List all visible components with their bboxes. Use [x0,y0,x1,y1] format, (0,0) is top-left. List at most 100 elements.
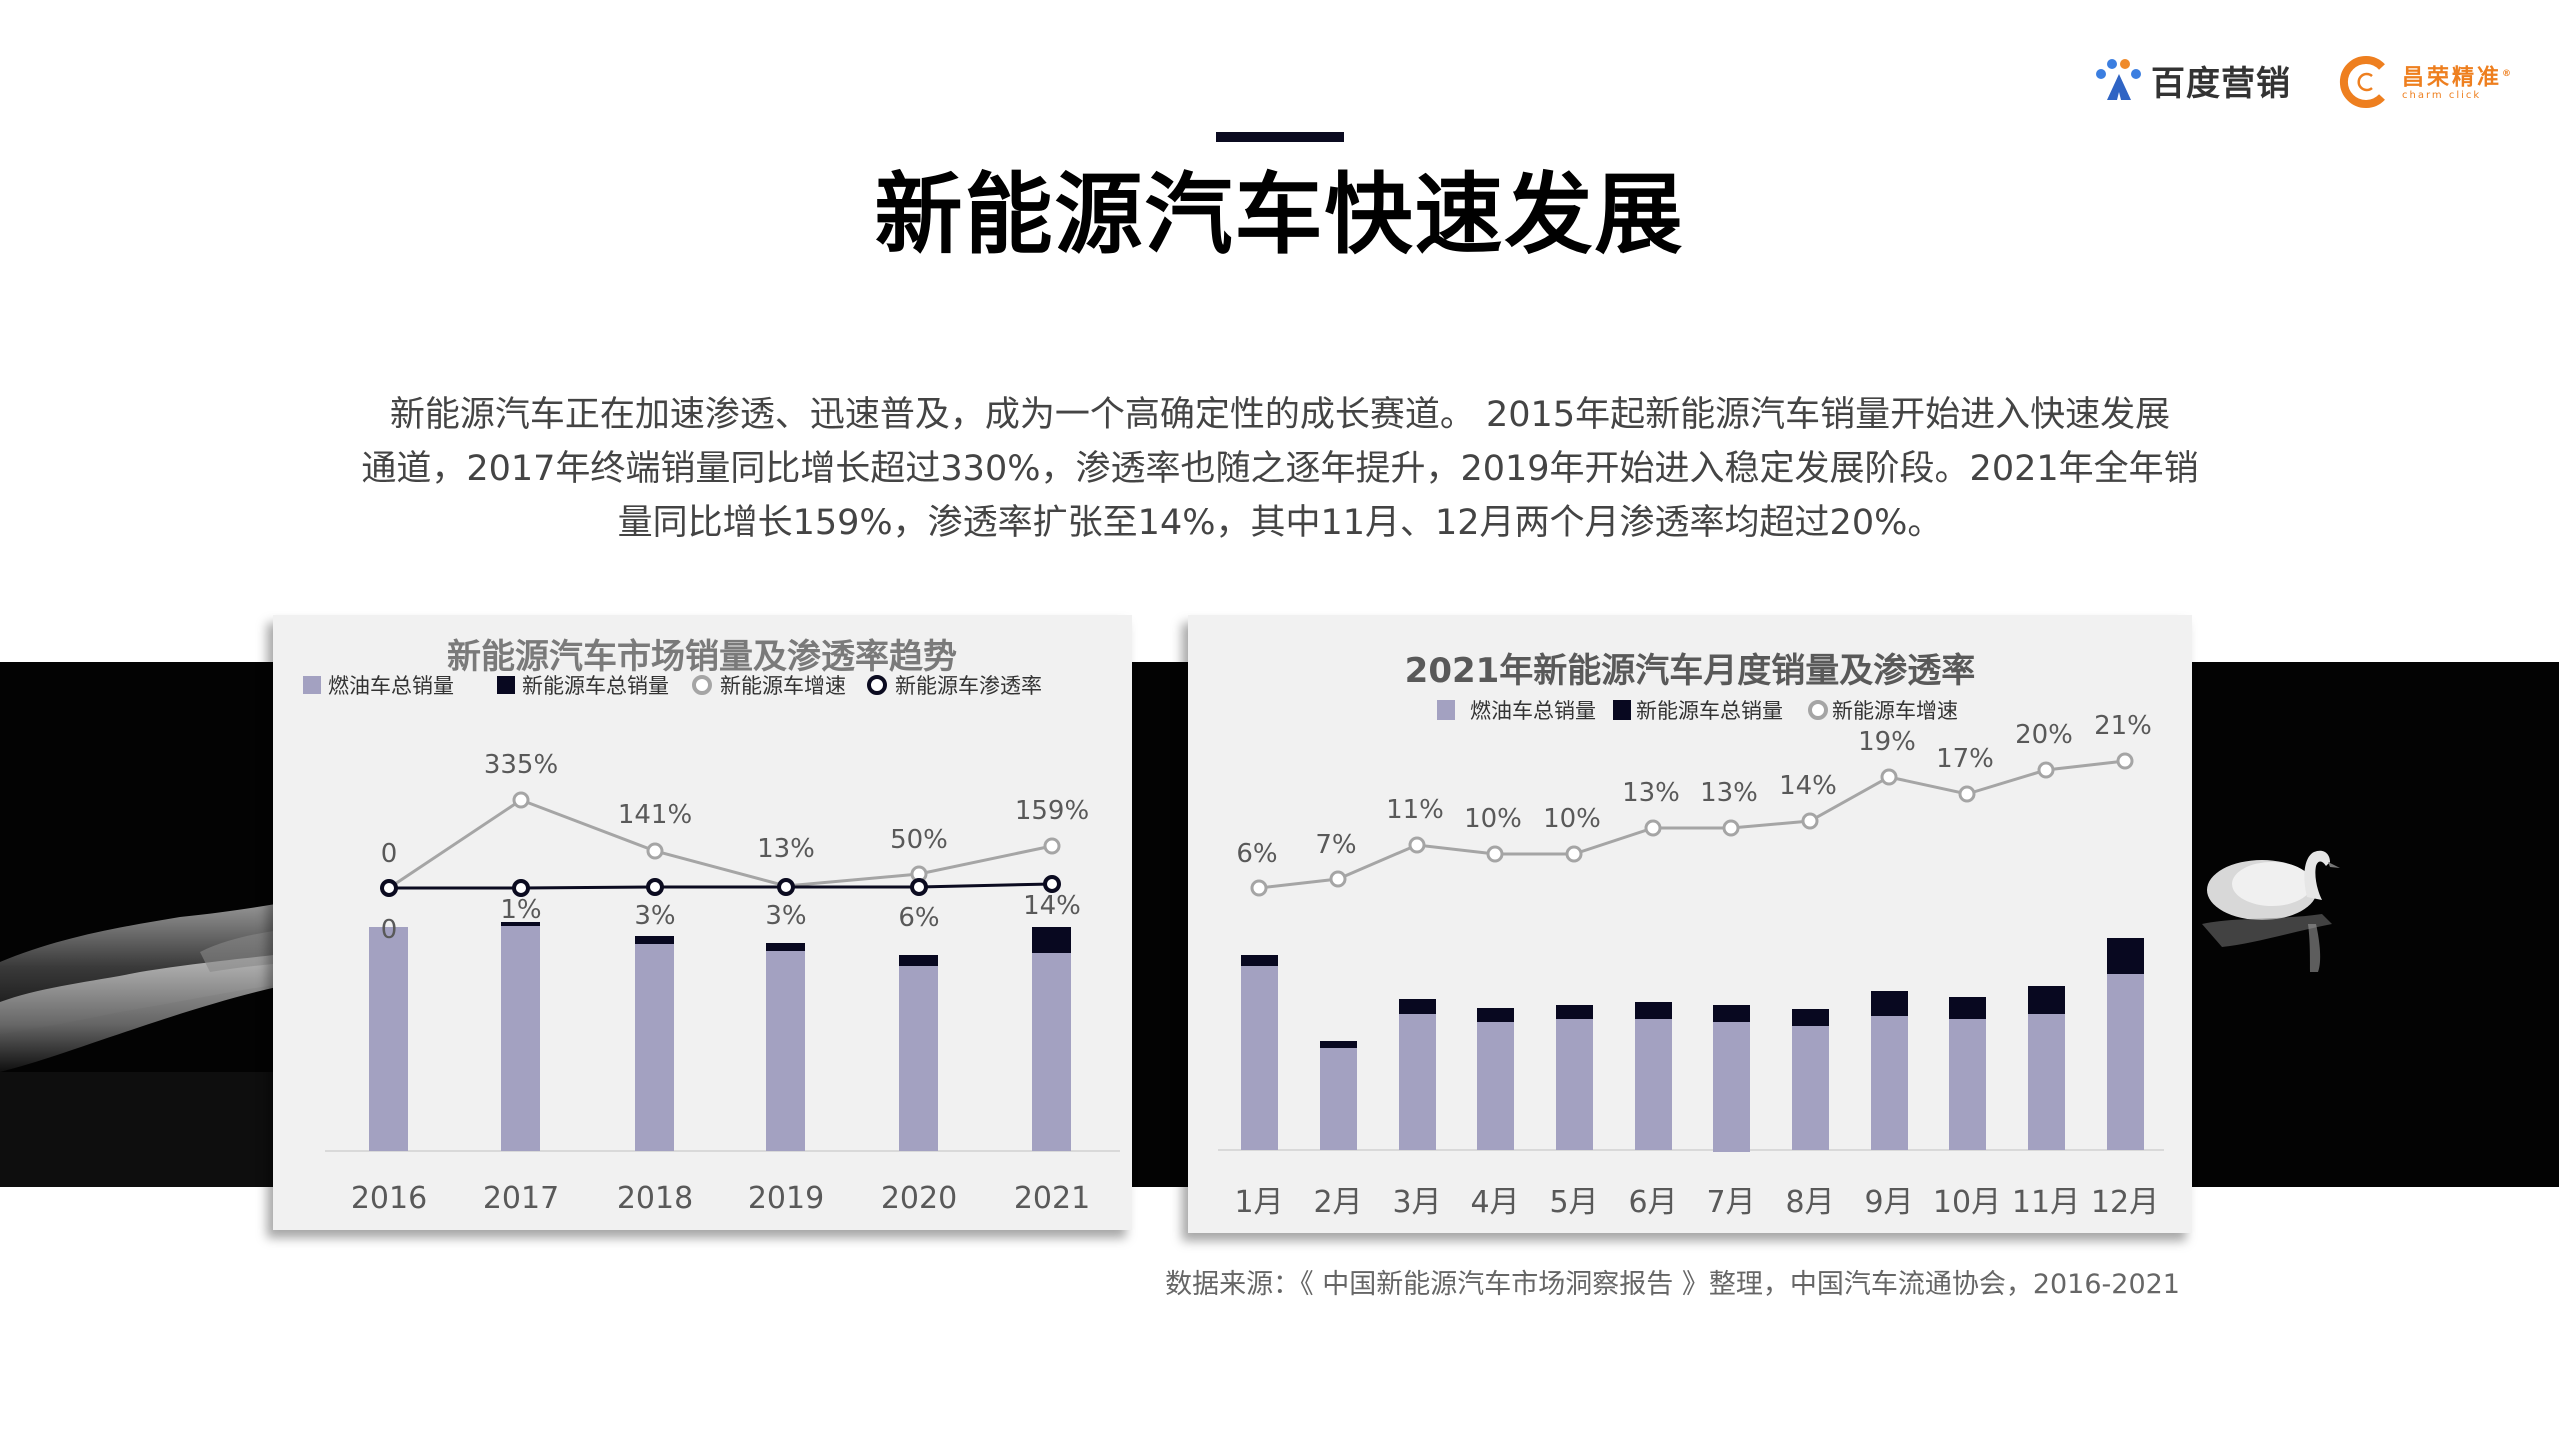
x-tick-label: 9月 [1864,1185,1913,1220]
x-tick-label: 4月 [1470,1185,1519,1220]
data-label: 14% [1023,891,1081,921]
penetration-line-series [380,875,1061,897]
bar-nev-2018 [635,936,674,944]
x-tick-label: 11月 [2012,1185,2080,1220]
growth-data-labels: 0 335% 141% 13% 50% 159% [381,750,1089,869]
page-title: 新能源汽车快速发展 [874,163,1685,266]
data-label: 20% [2015,720,2073,750]
growth-data-labels: 6% 7% 11% 10% 10% 13% 13% 14% 19% 17% 20… [1236,711,2152,869]
data-label: 6% [1236,839,1277,869]
rock-landscape-image [0,662,300,1187]
x-tick-label: 2016 [351,1181,427,1216]
x-axis-labels: 1月 2月 3月 4月 5月 6月 7月 8月 9月 10月 11月 12月 [1234,1185,2159,1220]
monthly-chart-card: 2021年新能源汽车月度销量及渗透率 燃油车总销量 新能源车总销量 新能源车增速 [1188,615,2192,1233]
bar-series [1241,938,2144,1152]
data-label: 7% [1315,830,1356,860]
legend-swatch-nev [1613,700,1631,720]
bar-nev-2019 [766,943,805,951]
legend-label: 燃油车总销量 [1470,699,1596,723]
bar-nev-2021 [1032,927,1071,953]
legend-label: 新能源车增速 [720,674,846,698]
data-label: 159% [1015,796,1089,826]
x-tick-label: 2018 [617,1181,693,1216]
charm-c-icon [2339,56,2385,108]
chart-legend: 燃油车总销量 新能源车总销量 新能源车增速 新能源车渗透率 [303,674,1042,698]
data-label: 11% [1386,795,1444,825]
annual-trend-chart-card: 新能源汽车市场销量及渗透率趋势 燃油车总销量 新能源车总销量 新能源车增速 新能… [273,615,1132,1230]
bar-fuel-2020 [899,966,938,1151]
data-label: 50% [890,825,948,855]
chart-legend: 燃油车总销量 新能源车总销量 新能源车增速 [1437,699,1958,723]
data-label: 13% [1700,778,1758,808]
bar-fuel-2021 [1032,953,1071,1151]
annual-trend-chart: 新能源汽车市场销量及渗透率趋势 燃油车总销量 新能源车总销量 新能源车增速 新能… [303,637,1120,1216]
data-label: 3% [765,901,806,931]
data-label: 14% [1779,771,1837,801]
baidu-logo-text: 百度营销 [2151,63,2291,104]
bar-series [369,922,1071,1151]
legend-swatch-fuel [303,676,321,694]
x-tick-label: 1月 [1234,1185,1283,1220]
x-tick-label: 2021 [1014,1181,1090,1216]
x-tick-label: 3月 [1392,1185,1441,1220]
x-tick-label: 10月 [1933,1185,2001,1220]
intro-line: 量同比增长159%，渗透率扩张至14%，其中11月、12月两个月渗透率均超过20… [617,503,1943,543]
data-label: 21% [2094,711,2152,741]
data-label: 17% [1936,744,1994,774]
data-label: 1% [500,895,541,925]
x-tick-label: 8月 [1785,1185,1834,1220]
charm-click-logo: 昌荣精准® charm click [2338,52,2514,112]
bar-fuel-2017 [501,926,540,1151]
registered-mark: ® [2502,68,2515,79]
x-tick-label: 2019 [748,1181,824,1216]
data-label: 10% [1543,804,1601,834]
data-label: 3% [634,901,675,931]
chart-title: 新能源汽车市场销量及渗透率趋势 [447,637,957,677]
bar-nev-2017 [501,922,540,926]
bar-fuel-2016 [369,927,408,1151]
legend-label: 新能源车增速 [1832,699,1958,723]
x-tick-label: 2020 [881,1181,957,1216]
legend-marker-growth [1808,700,1828,720]
legend-swatch-fuel [1437,700,1455,720]
intro-line: 新能源汽车正在加速渗透、迅速普及，成为一个高确定性的成长赛道。 2015年起新能… [389,395,2171,435]
intro-paragraph: 新能源汽车正在加速渗透、迅速普及，成为一个高确定性的成长赛道。 2015年起新能… [335,388,2225,550]
data-label: 141% [618,800,692,830]
growth-line-series [388,791,1061,890]
baidu-marketing-logo: 百度营销 [2095,55,2291,105]
x-tick-label: 2月 [1313,1185,1362,1220]
data-label: 19% [1858,727,1916,757]
bar-fuel-2019 [766,951,805,1151]
legend-label: 新能源车渗透率 [895,674,1042,698]
data-label: 0 [381,915,398,945]
x-tick-label: 6月 [1628,1185,1677,1220]
data-label: 13% [1622,778,1680,808]
x-tick-label: 2017 [483,1181,559,1216]
x-tick-label: 7月 [1706,1185,1755,1220]
data-label: 6% [898,903,939,933]
title-accent-bar [1216,132,1344,142]
x-tick-label: 5月 [1549,1185,1598,1220]
data-label: 13% [757,834,815,864]
legend-marker-penetration [867,675,887,695]
chart-title: 2021年新能源汽车月度销量及渗透率 [1405,651,1976,691]
data-source-note: 数据来源：《 中国新能源汽车市场洞察报告 》整理，中国汽车流通协会，2016-2… [1165,1269,2180,1300]
penetration-data-labels: 0 1% 3% 3% 6% 14% [381,891,1081,945]
x-tick-label: 12月 [2091,1185,2159,1220]
legend-label: 新能源车总销量 [522,674,669,698]
growth-line-series [1250,752,2134,897]
data-label: 10% [1464,804,1522,834]
data-label: 335% [484,750,558,780]
legend-label: 燃油车总销量 [328,674,454,698]
charm-logo-en: charm click [2402,90,2482,102]
legend-marker-growth [692,675,712,695]
baidu-paw-icon [2096,59,2141,100]
legend-label: 新能源车总销量 [1636,699,1783,723]
legend-swatch-nev [497,676,515,694]
swan-image [2192,662,2559,1187]
charm-logo-cn: 昌荣精准 [2402,65,2503,91]
x-axis-labels: 2016 2017 2018 2019 2020 2021 [351,1181,1090,1216]
bar-fuel-2018 [635,944,674,1151]
intro-line: 通道，2017年终端销量同比增长超过330%，渗透率也随之逐年提升，2019年开… [361,449,2199,489]
bar-nev-2020 [899,955,938,966]
